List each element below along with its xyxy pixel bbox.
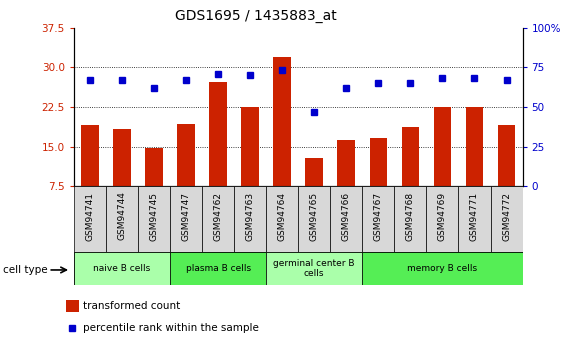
Bar [241,107,259,186]
FancyBboxPatch shape [394,186,427,252]
Text: GDS1695 / 1435883_at: GDS1695 / 1435883_at [175,9,336,23]
FancyBboxPatch shape [298,186,330,252]
Bar [209,81,227,186]
Bar [362,252,523,285]
Bar [74,252,170,285]
Text: memory B cells: memory B cells [407,264,478,273]
Text: plasma B cells: plasma B cells [186,264,250,273]
Bar [466,107,483,186]
Text: GSM94772: GSM94772 [502,191,511,240]
Text: naive B cells: naive B cells [93,264,151,273]
Text: GSM94741: GSM94741 [85,191,94,240]
Text: GSM94764: GSM94764 [278,191,287,240]
Bar [370,138,387,186]
FancyBboxPatch shape [362,186,394,252]
Text: transformed count: transformed count [83,301,181,311]
FancyBboxPatch shape [427,186,458,252]
Text: GSM94766: GSM94766 [342,191,351,241]
Text: GSM94771: GSM94771 [470,191,479,241]
Text: GSM94765: GSM94765 [310,191,319,241]
Bar [306,158,323,186]
Bar [433,107,451,186]
Bar [81,126,99,186]
Text: GSM94747: GSM94747 [182,191,190,240]
Bar [266,252,362,285]
Bar [273,57,291,186]
Bar [66,299,78,312]
Text: germinal center B
cells: germinal center B cells [273,258,355,278]
Text: GSM94767: GSM94767 [374,191,383,241]
Bar [402,127,419,186]
FancyBboxPatch shape [106,186,138,252]
Text: GSM94763: GSM94763 [245,191,254,241]
Text: GSM94762: GSM94762 [214,191,223,240]
FancyBboxPatch shape [330,186,362,252]
Text: percentile rank within the sample: percentile rank within the sample [83,323,259,333]
Bar [170,252,266,285]
Text: GSM94769: GSM94769 [438,191,447,241]
FancyBboxPatch shape [202,186,234,252]
Bar [337,140,355,186]
Bar [177,125,195,186]
Bar [498,126,515,186]
FancyBboxPatch shape [458,186,491,252]
FancyBboxPatch shape [170,186,202,252]
FancyBboxPatch shape [491,186,523,252]
FancyBboxPatch shape [74,186,106,252]
Bar [113,129,131,186]
FancyBboxPatch shape [266,186,298,252]
Text: GSM94745: GSM94745 [149,191,158,240]
Bar [145,148,163,186]
Text: GSM94768: GSM94768 [406,191,415,241]
Text: cell type: cell type [3,265,48,275]
FancyBboxPatch shape [234,186,266,252]
Text: GSM94744: GSM94744 [118,191,127,240]
FancyBboxPatch shape [138,186,170,252]
